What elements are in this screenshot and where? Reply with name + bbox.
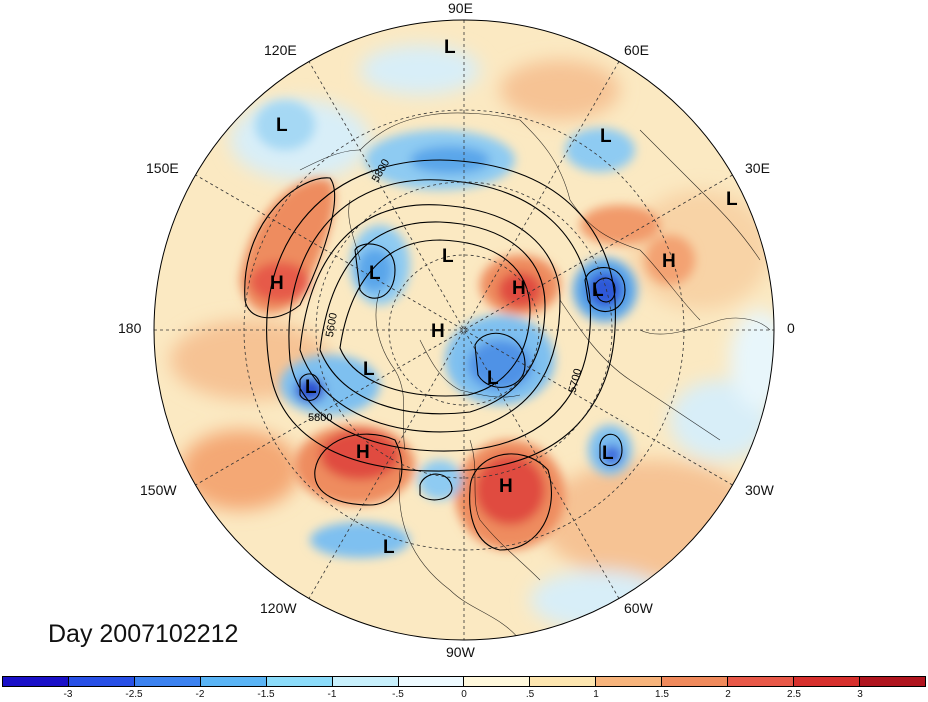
- low-center: L: [305, 377, 317, 398]
- lon-label-150e: 150E: [146, 160, 179, 176]
- lon-label-120e: 120E: [264, 42, 297, 58]
- graticule: [154, 20, 774, 640]
- low-center: L: [383, 537, 395, 558]
- lon-label-0: 0: [787, 320, 795, 336]
- anomaly-field: 5800 5600 5700 5800: [154, 20, 774, 640]
- high-center: H: [270, 273, 284, 294]
- colorbar-swatch: [530, 677, 597, 686]
- height-contours: [244, 159, 626, 551]
- colorbar-tick-label: 2.5: [787, 689, 801, 700]
- lon-label-60w: 60W: [624, 600, 653, 616]
- colorbar-swatch: [464, 677, 531, 686]
- low-center: L: [600, 126, 612, 147]
- colorbar-swatch: [728, 677, 795, 686]
- colorbar-swatch: [398, 677, 465, 686]
- high-center: H: [356, 442, 370, 463]
- lon-label-60e: 60E: [624, 42, 649, 58]
- coastlines: [299, 112, 771, 640]
- pressure-centers: L L L L L H L L H H L H H L L H L L: [270, 37, 738, 558]
- colorbar-swatch: [3, 677, 69, 686]
- colorbar-swatch: [596, 677, 663, 686]
- colorbar-tick-label: -1: [327, 689, 337, 700]
- colorbar-tick-label: -.5: [392, 689, 404, 700]
- colorbar-tick-label: -2.5: [125, 689, 143, 700]
- colorbar-swatch: [134, 677, 201, 686]
- contour-label: 5800: [308, 412, 332, 424]
- lon-label-30e: 30E: [745, 160, 770, 176]
- colorbar-swatch: [859, 677, 925, 686]
- lon-label-150w: 150W: [140, 482, 177, 498]
- low-center: L: [369, 263, 381, 284]
- colorbar-swatch: [68, 677, 135, 686]
- colorbar-tick-label: 2: [725, 689, 731, 700]
- high-center: H: [431, 321, 445, 342]
- high-center: H: [662, 251, 676, 272]
- lon-label-120w: 120W: [260, 600, 297, 616]
- lon-label-90w: 90W: [446, 644, 475, 660]
- colorbar-tick-label: 1: [593, 689, 599, 700]
- colorbar-tick-label: 1.5: [655, 689, 669, 700]
- low-center: L: [363, 359, 375, 380]
- lon-label-90e: 90E: [448, 0, 473, 16]
- high-center: H: [512, 278, 526, 299]
- colorbar-swatches: [2, 676, 926, 687]
- colorbar-tick-label: -3: [63, 689, 73, 700]
- low-center: L: [442, 246, 454, 267]
- map-boundary: [153, 19, 775, 641]
- colorbar: -3 -2.5 -2 -1.5 -1 -.5 0 .5 1 1.5 2 2.5 3: [0, 676, 928, 702]
- low-center: L: [602, 443, 614, 464]
- low-center: L: [487, 368, 499, 389]
- contour-label: 5600: [324, 312, 340, 338]
- low-center: L: [444, 37, 456, 58]
- colorbar-swatch: [200, 677, 267, 686]
- colorbar-tick-label: .5: [525, 689, 535, 700]
- low-center: L: [726, 189, 738, 210]
- colorbar-tick-label: -2: [195, 689, 205, 700]
- colorbar-swatch: [794, 677, 860, 686]
- colorbar-swatch: [662, 677, 729, 686]
- colorbar-tick-label: 0: [461, 689, 467, 700]
- colorbar-swatch: [266, 677, 333, 686]
- high-center: H: [499, 476, 513, 497]
- lon-label-180: 180: [118, 320, 142, 336]
- low-center: L: [276, 115, 288, 136]
- colorbar-tick-label: -1.5: [257, 689, 275, 700]
- lon-label-30w: 30W: [745, 482, 774, 498]
- colorbar-swatch: [332, 677, 399, 686]
- colorbar-tick-label: 3: [857, 689, 863, 700]
- low-center: L: [592, 280, 604, 301]
- map-title: Day 2007102212: [48, 620, 239, 648]
- polar-stereographic-map: 5800 5600 5700 5800 L L L L L H L L H H …: [153, 19, 775, 641]
